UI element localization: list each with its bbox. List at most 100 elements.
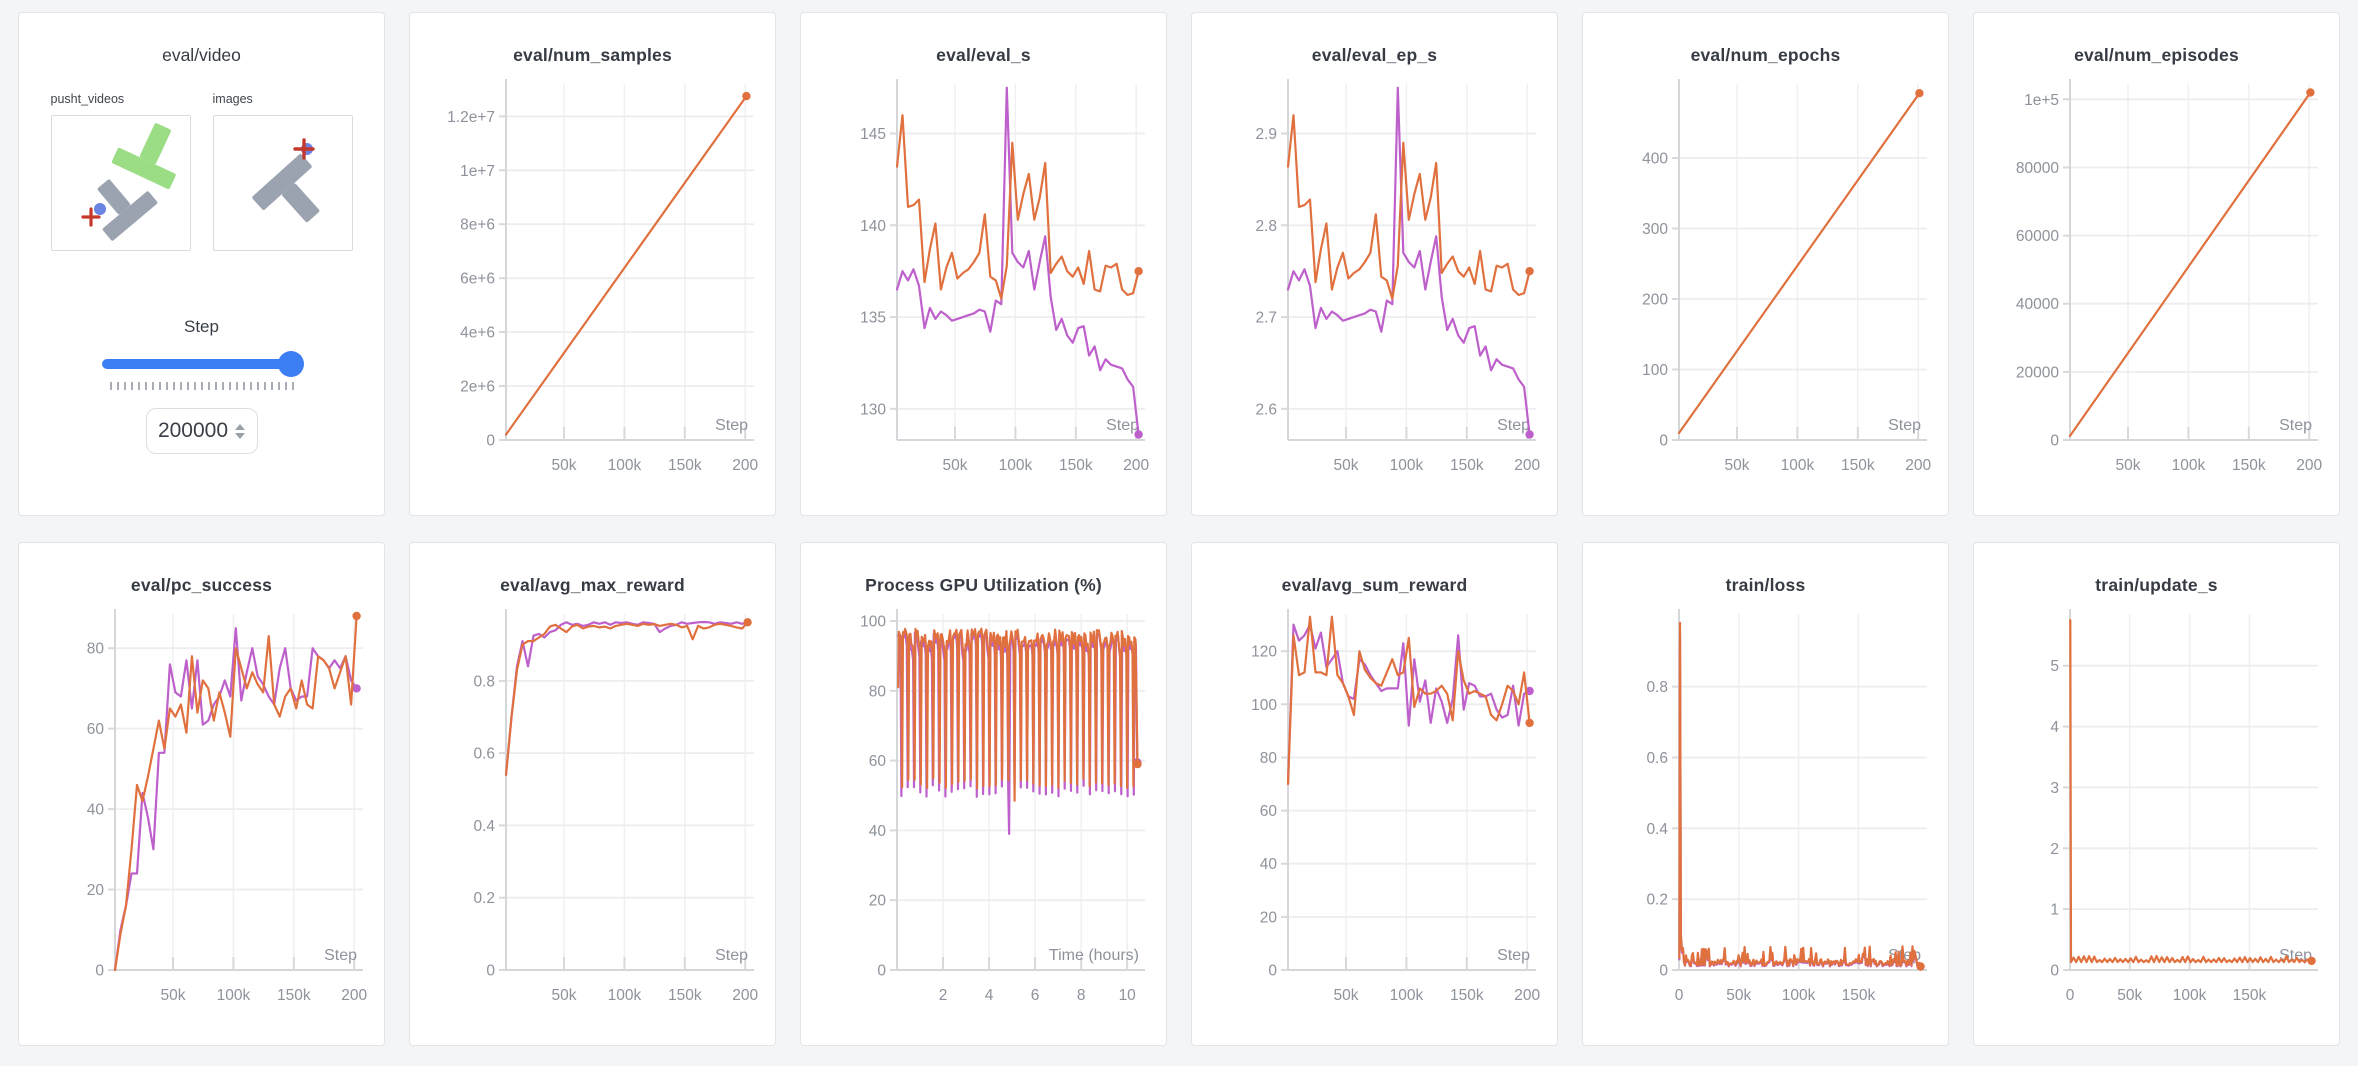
svg-text:100k: 100k (1389, 987, 1423, 1004)
svg-text:4: 4 (2050, 719, 2059, 736)
panel-eval-eval-s[interactable]: eval/eval_s 130 135 140 145 50k 100k 150k 200 St… (800, 12, 1167, 516)
svg-text:50k: 50k (1333, 987, 1358, 1004)
svg-text:100k: 100k (607, 457, 641, 474)
svg-text:100k: 100k (216, 987, 250, 1004)
svg-text:0.2: 0.2 (473, 890, 495, 907)
panel-eval-num-samples[interactable]: eval/num_samples 0 2e+6 4e+6 6e+6 8e+6 1e+7 1.… (409, 12, 776, 516)
panel-title: eval/video (162, 45, 241, 65)
svg-text:0: 0 (2050, 433, 2059, 450)
svg-text:0: 0 (1268, 963, 1277, 980)
svg-text:2e+6: 2e+6 (460, 379, 495, 396)
slider-tickmarks (109, 382, 294, 390)
svg-text:50k: 50k (160, 987, 185, 1004)
svg-text:130: 130 (860, 401, 886, 418)
svg-text:1e+7: 1e+7 (460, 163, 495, 180)
panel-eval-num-epochs[interactable]: eval/num_epochs 0 100 200 300 400 50k 100k 150k… (1582, 12, 1949, 516)
step-input-value: 200000 (157, 419, 229, 442)
pusht-image-icon (251, 138, 319, 223)
panel-eval-num-episodes[interactable]: eval/num_episodes 0 20000 40000 60000 80000 1… (1973, 12, 2340, 516)
svg-text:0.4: 0.4 (1646, 821, 1668, 838)
svg-text:50k: 50k (1726, 987, 1751, 1004)
svg-text:1: 1 (2050, 902, 2059, 919)
panel-train-update-s[interactable]: train/update_s 0 1 2 3 4 5 0 50k 100k 150k Step (1973, 542, 2340, 1046)
svg-text:200: 200 (732, 987, 758, 1004)
svg-text:2: 2 (2050, 841, 2059, 858)
panel-eval-avg-sum-reward[interactable]: eval/avg_sum_reward 0 20 40 60 80 100 120 50k 10… (1191, 542, 1558, 1046)
svg-text:60: 60 (868, 753, 886, 770)
svg-text:50k: 50k (2115, 457, 2140, 474)
svg-text:200: 200 (732, 457, 758, 474)
svg-text:60000: 60000 (2015, 228, 2058, 245)
svg-text:80: 80 (868, 683, 886, 700)
chart-title: eval/num_episodes (2074, 45, 2239, 65)
svg-text:20: 20 (1259, 909, 1277, 926)
media-item-images: images (212, 92, 353, 251)
svg-text:Step: Step (715, 947, 748, 964)
svg-text:40: 40 (86, 802, 104, 819)
step-slider[interactable] (101, 351, 304, 377)
step-slider-label: Step (184, 317, 219, 336)
line-chart: 130 135 140 145 50k 100k 150k 200 Step (860, 79, 1149, 474)
svg-text:80: 80 (1259, 750, 1277, 767)
line-chart: 0 2e+6 4e+6 6e+6 8e+6 1e+7 1.2e+7 50k 100k 150k 20… (447, 79, 758, 474)
increment-icon[interactable] (235, 423, 246, 430)
svg-text:150k: 150k (2231, 457, 2265, 474)
svg-text:2.8: 2.8 (1255, 218, 1277, 235)
svg-text:50k: 50k (1724, 457, 1749, 474)
panel-eval-avg-max-reward[interactable]: eval/avg_max_reward 0 0.2 0.4 0.6 0.8 50k 100k… (409, 542, 776, 1046)
step-input[interactable]: 200000 (145, 408, 258, 454)
line-chart: 0 0.2 0.4 0.6 0.8 50k 100k 150k 200 Step (473, 609, 758, 1004)
svg-text:Time (hours): Time (hours) (1048, 947, 1138, 964)
image-thumbnail[interactable] (212, 115, 353, 251)
svg-text:0: 0 (877, 963, 886, 980)
svg-text:20: 20 (868, 893, 886, 910)
svg-text:150k: 150k (276, 987, 310, 1004)
decrement-icon[interactable] (235, 432, 246, 439)
svg-text:6: 6 (1030, 987, 1039, 1004)
svg-text:100k: 100k (2172, 987, 2206, 1004)
svg-text:Step: Step (715, 417, 748, 434)
svg-text:50k: 50k (942, 457, 967, 474)
panel-eval-pc-success[interactable]: eval/pc_success 0 20 40 60 80 50k 100k 150k 200 S… (18, 542, 385, 1046)
video-thumbnail-pusht[interactable] (50, 115, 191, 251)
slider-handle[interactable] (277, 351, 304, 377)
chart-title: train/update_s (2095, 575, 2218, 595)
chart-title: train/loss (1725, 575, 1806, 595)
panel-eval-eval-ep-s[interactable]: eval/eval_ep_s 2.6 2.7 2.8 2.9 50k 100k 150k 20… (1191, 12, 1558, 516)
svg-text:50k: 50k (551, 457, 576, 474)
svg-text:50k: 50k (2117, 987, 2142, 1004)
chart-title: eval/eval_ep_s (1311, 45, 1438, 65)
svg-text:150k: 150k (1449, 457, 1483, 474)
svg-text:200: 200 (1123, 457, 1149, 474)
stepper-arrows-icon[interactable] (235, 423, 246, 439)
svg-text:0: 0 (1674, 987, 1683, 1004)
svg-text:0: 0 (486, 433, 495, 450)
svg-text:0.2: 0.2 (1646, 892, 1668, 909)
svg-text:150k: 150k (1841, 987, 1875, 1004)
svg-text:40: 40 (1259, 856, 1277, 873)
svg-text:200: 200 (1514, 987, 1540, 1004)
svg-text:2: 2 (938, 987, 947, 1004)
svg-text:100: 100 (1642, 362, 1668, 379)
svg-text:50k: 50k (1333, 457, 1358, 474)
svg-text:100k: 100k (607, 987, 641, 1004)
media-label: pusht_videos (50, 92, 125, 106)
panel-eval-video: eval/video pusht_videos (18, 12, 385, 516)
svg-text:4e+6: 4e+6 (460, 325, 495, 342)
svg-text:100k: 100k (1389, 457, 1423, 474)
svg-text:0.8: 0.8 (473, 673, 495, 690)
chart-title: eval/num_samples (513, 45, 672, 65)
panel-train-loss[interactable]: train/loss 0 0.2 0.4 0.6 0.8 0 50k 100k 150k Step (1582, 542, 1949, 1046)
svg-text:Step: Step (324, 947, 357, 964)
svg-text:0.6: 0.6 (473, 746, 495, 763)
svg-text:200: 200 (1905, 457, 1931, 474)
svg-text:200: 200 (1642, 292, 1668, 309)
svg-text:50k: 50k (551, 987, 576, 1004)
slider-track[interactable] (101, 359, 302, 369)
svg-text:Step: Step (1497, 947, 1530, 964)
svg-text:0: 0 (1659, 963, 1668, 980)
svg-text:20000: 20000 (2015, 364, 2058, 381)
panel-gpu-utilization[interactable]: Process GPU Utilization (%) 0 20 40 60 80 100… (800, 542, 1167, 1046)
svg-text:1e+5: 1e+5 (2024, 92, 2059, 109)
svg-text:100k: 100k (998, 457, 1032, 474)
